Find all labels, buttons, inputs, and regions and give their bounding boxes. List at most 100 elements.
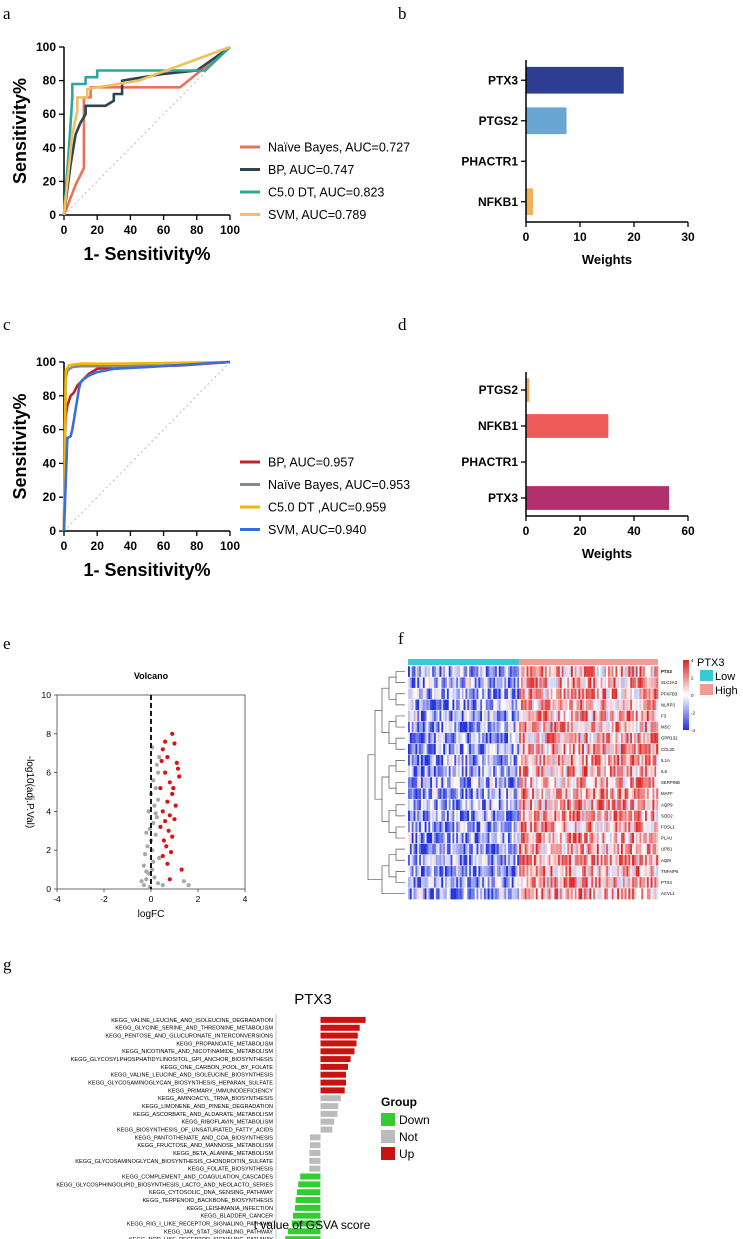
- heatmap-cell: [504, 843, 507, 855]
- heatmap-cell: [522, 754, 525, 767]
- heatmap-cell: [646, 732, 650, 744]
- heatmap-cell: [530, 688, 533, 700]
- heatmap-cell: [426, 688, 429, 700]
- heatmap-cell: [476, 865, 479, 878]
- heatmap-cell: [604, 854, 607, 867]
- heatmap-cell: [472, 865, 475, 878]
- heatmap-cell: [480, 710, 483, 722]
- heatmap-cell: [602, 876, 605, 889]
- heatmap-cell: [430, 876, 433, 889]
- heatmap-cell: [589, 721, 592, 733]
- heatmap-cell: [546, 865, 550, 878]
- heatmap-cell: [572, 743, 575, 756]
- heatmap-cell: [493, 688, 496, 700]
- heatmap-cell: [437, 688, 440, 700]
- annotation-swatch-high: [700, 684, 713, 695]
- heatmap-cell: [580, 777, 583, 789]
- heatmap-cell: [441, 843, 444, 855]
- heatmap-cell: [541, 843, 544, 855]
- x-tick-label: 40: [627, 524, 641, 538]
- heatmap-cell: [433, 743, 437, 756]
- heatmap-cell: [587, 799, 590, 811]
- heatmap-cell: [419, 865, 422, 878]
- gsva-bar: [295, 1197, 321, 1203]
- heatmap-cell: [463, 721, 466, 733]
- heatmap-cell: [570, 688, 574, 700]
- heatmap-cell: [606, 788, 609, 800]
- heatmap-cell: [517, 854, 520, 867]
- heatmap-cell: [476, 721, 479, 733]
- heatmap-cell: [541, 832, 544, 844]
- heatmap-cell: [435, 699, 438, 711]
- heatmap-cell: [459, 843, 462, 855]
- heatmap-cell: [532, 732, 535, 744]
- heatmap-cell: [483, 821, 487, 833]
- heatmap-cell: [437, 710, 440, 722]
- heatmap-cell: [467, 799, 470, 811]
- heatmap-cell: [482, 854, 485, 867]
- heatmap-cell: [508, 832, 511, 844]
- heatmap-cell: [613, 854, 616, 867]
- heatmap-cell: [443, 810, 446, 822]
- heatmap-cell: [469, 788, 472, 800]
- heatmap-cell: [593, 843, 596, 855]
- heatmap-cell: [559, 699, 562, 711]
- heatmap-cell: [611, 876, 614, 889]
- dendrogram-branch: [395, 826, 405, 839]
- heatmap-cell: [508, 777, 511, 789]
- heatmap-cell: [578, 721, 581, 733]
- heatmap-cell: [519, 754, 522, 767]
- heatmap-cell: [596, 865, 600, 878]
- heatmap-cell: [480, 832, 483, 844]
- heatmap-cell: [593, 832, 596, 844]
- heatmap-cell: [480, 799, 483, 811]
- heatmap-cell: [445, 743, 448, 756]
- heatmap-cell: [526, 843, 529, 855]
- heatmap-cell: [565, 854, 568, 867]
- heatmap-cell: [537, 688, 540, 700]
- heatmap-cell: [452, 854, 455, 867]
- heatmap-cell: [435, 765, 438, 778]
- heatmap-row-label: SOD2: [661, 813, 673, 818]
- heatmap-cell: [569, 876, 572, 889]
- volcano-point: [141, 863, 146, 868]
- heatmap-cell: [606, 843, 609, 855]
- heatmap-cell: [419, 810, 422, 822]
- heatmap-cell: [591, 721, 594, 733]
- heatmap-cell: [459, 710, 462, 722]
- heatmap-cell: [528, 821, 531, 833]
- heatmap-cell: [480, 788, 483, 800]
- heatmap-cell: [522, 777, 525, 789]
- heatmap-cell: [461, 810, 464, 822]
- heatmap-cell: [474, 688, 477, 700]
- heatmap-cell: [602, 865, 605, 878]
- heatmap-cell: [446, 799, 450, 811]
- heatmap-cell: [572, 677, 575, 689]
- heatmap-cell: [417, 821, 420, 833]
- heatmap-cell: [513, 788, 516, 800]
- heatmap-cell: [652, 843, 655, 855]
- heatmap-cell: [509, 765, 512, 778]
- heatmap-cell: [567, 765, 570, 778]
- heatmap-cell: [491, 843, 494, 855]
- x-axis-label: 1- Sensitivity%: [83, 244, 210, 264]
- heatmap-cell: [504, 888, 507, 900]
- heatmap-cell: [563, 710, 566, 722]
- heatmap-cell: [526, 765, 529, 778]
- heatmap-cell: [624, 888, 627, 900]
- heatmap-cell: [491, 666, 494, 678]
- heatmap-cell: [491, 777, 494, 789]
- heatmap-cell: [420, 799, 424, 811]
- heatmap-cell: [448, 888, 451, 900]
- heatmap-cell: [524, 699, 527, 711]
- heatmap-cell: [552, 710, 555, 722]
- heatmap-cell: [595, 876, 598, 889]
- heatmap-cell: [656, 710, 659, 722]
- heatmap-cell: [445, 765, 448, 778]
- heatmap-cell: [474, 788, 477, 800]
- heatmap-cell: [617, 732, 620, 744]
- volcano-point: [144, 869, 149, 874]
- heatmap-cell: [633, 788, 637, 800]
- heatmap-cell: [454, 765, 457, 778]
- chart-title: PTX3: [294, 991, 332, 1008]
